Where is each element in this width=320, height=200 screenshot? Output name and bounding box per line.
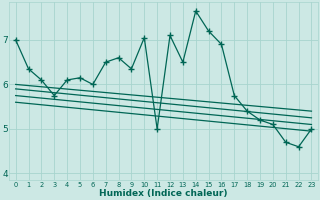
- X-axis label: Humidex (Indice chaleur): Humidex (Indice chaleur): [99, 189, 228, 198]
